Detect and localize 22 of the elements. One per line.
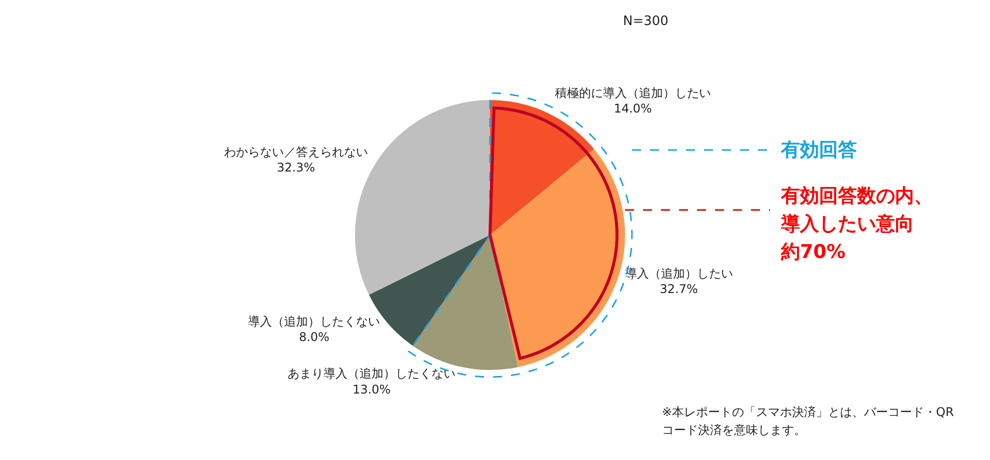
pie-slice [490, 148, 625, 368]
text: 有効回答数の内、 [780, 185, 933, 207]
slice-label: あまり導入（追加）したくない [288, 366, 456, 381]
pie-slice [490, 100, 594, 235]
data-label: 14.0% [614, 102, 652, 116]
text: ※本レポートの「スマホ決済」とは、バーコード・QR [662, 405, 954, 419]
text: 有効回答 [780, 139, 857, 161]
data-label: 32.7% [660, 282, 698, 296]
slice-label: 導入（追加）したい [624, 266, 733, 280]
text: 約70% [780, 241, 846, 263]
data-label: 8.0% [298, 330, 330, 344]
text: N=300 [623, 14, 668, 29]
data-label: 32.3% [276, 160, 315, 174]
pie-slice [412, 235, 518, 370]
text: コード決済を意味します。 [662, 423, 806, 437]
pie-slice [355, 100, 490, 295]
slice-label: 積極的に導入（追加）したい [554, 86, 711, 100]
pie-slice [368, 235, 490, 346]
data-label: 13.0% [352, 382, 391, 396]
text: 導入したい意向 [780, 213, 914, 235]
slice-label: 導入（追加）したくない [248, 314, 380, 328]
slice-label: わからない／答えられない [224, 144, 368, 159]
